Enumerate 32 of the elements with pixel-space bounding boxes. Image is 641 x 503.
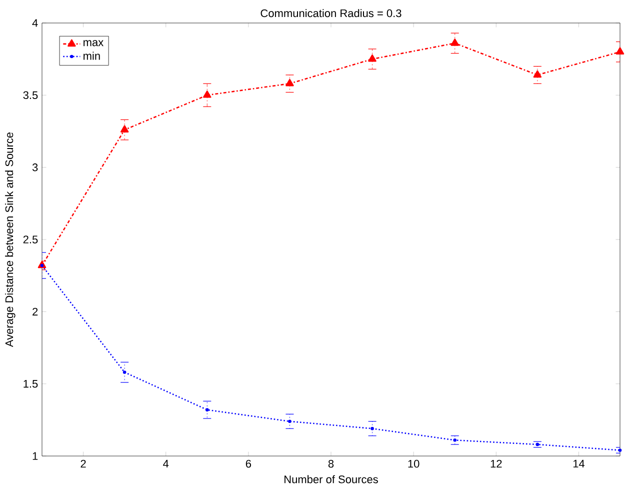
- y-tick-label: 4: [32, 19, 38, 27]
- x-tick-label: 12: [490, 460, 502, 468]
- x-tick-label: 8: [328, 460, 334, 468]
- point: [453, 438, 457, 442]
- point: [370, 426, 374, 430]
- x-tick-label: 6: [246, 460, 252, 468]
- point: [120, 125, 129, 132]
- point: [288, 420, 292, 424]
- x-axis-title: Number of Sources: [284, 475, 378, 484]
- chart-title: Communication Radius = 0.3: [260, 9, 402, 18]
- y-axis-title: Average Distance between Sink and Source: [5, 132, 16, 348]
- point: [616, 47, 624, 55]
- x-tick-label: 10: [408, 460, 420, 468]
- y-tick-label: 2.5: [23, 236, 38, 244]
- legend-label: min: [84, 52, 100, 60]
- y-tick-label: 3: [32, 163, 38, 172]
- point: [203, 90, 212, 98]
- legend-label: max: [84, 40, 104, 46]
- point: [122, 370, 126, 374]
- x-tick-label: 14: [573, 460, 585, 468]
- y-tick-label: 3.5: [23, 91, 38, 100]
- y-tick-label: 1.5: [24, 380, 38, 388]
- point: [205, 408, 209, 412]
- point: [368, 54, 376, 62]
- point: [40, 264, 44, 268]
- y-tick-label: 2: [32, 308, 38, 316]
- point: [286, 78, 294, 86]
- point: [533, 70, 542, 78]
- x-tick-label: 4: [163, 460, 169, 468]
- point: [450, 38, 459, 46]
- y-tick-label: 1: [32, 452, 38, 460]
- x-tick-label: 2: [80, 460, 86, 468]
